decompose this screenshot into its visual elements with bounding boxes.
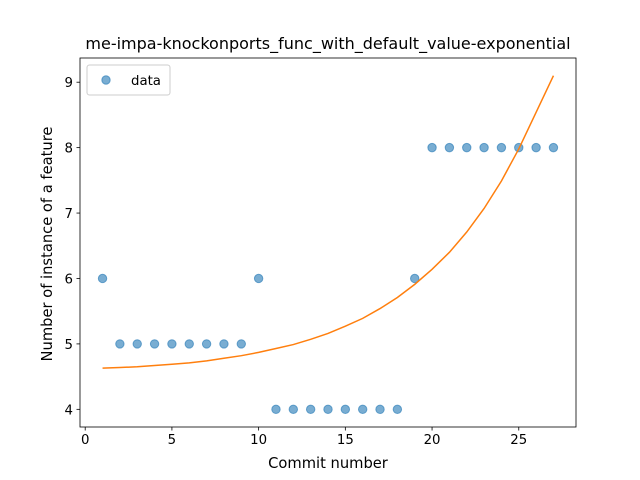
y-tick-label: 6	[65, 272, 73, 287]
data-point	[219, 339, 229, 349]
y-tick-label: 5	[65, 338, 73, 353]
x-tick-label: 0	[81, 433, 89, 448]
legend-marker	[101, 75, 111, 85]
y-tick-label: 7	[65, 207, 73, 222]
data-point	[305, 404, 316, 415]
data-point	[479, 142, 489, 153]
data-point	[357, 404, 368, 415]
x-tick-label: 15	[337, 433, 354, 448]
fit-line	[102, 75, 555, 369]
plot-frame	[79, 57, 577, 428]
x-axis-label: Commit number	[268, 455, 389, 472]
data-point	[201, 339, 212, 349]
data-point	[323, 404, 333, 415]
data-point	[184, 339, 194, 349]
data-point	[427, 142, 437, 153]
data-point	[97, 273, 108, 284]
y-tick-label: 8	[65, 142, 73, 157]
data-point	[253, 273, 264, 284]
legend: data	[86, 64, 171, 96]
x-tick-label: 20	[424, 433, 441, 448]
data-point	[167, 339, 177, 349]
data-point	[444, 142, 455, 153]
data-point	[271, 404, 281, 415]
data-point	[340, 404, 351, 415]
data-point	[288, 404, 299, 415]
y-tick-label: 4	[65, 403, 73, 418]
data-point	[375, 404, 385, 415]
data-point	[115, 339, 125, 349]
legend-frame	[86, 64, 171, 96]
data-point	[149, 339, 160, 349]
data-point	[462, 142, 472, 153]
data-point	[531, 142, 541, 153]
x-tick-label: 25	[510, 433, 527, 448]
chart-title: me-impa-knockonports_func_with_default_v…	[85, 34, 570, 54]
data-point	[410, 273, 420, 284]
data-point	[548, 142, 559, 153]
legend-label: data	[131, 74, 161, 89]
data-point	[132, 339, 142, 349]
y-tick-label: 9	[65, 76, 73, 91]
y-axis-label: Number of instance of a feature	[39, 127, 56, 362]
x-tick-label: 5	[168, 433, 176, 448]
x-tick-label: 10	[250, 433, 267, 448]
data-point	[392, 404, 403, 415]
data-point	[496, 142, 507, 153]
data-point	[236, 339, 246, 349]
